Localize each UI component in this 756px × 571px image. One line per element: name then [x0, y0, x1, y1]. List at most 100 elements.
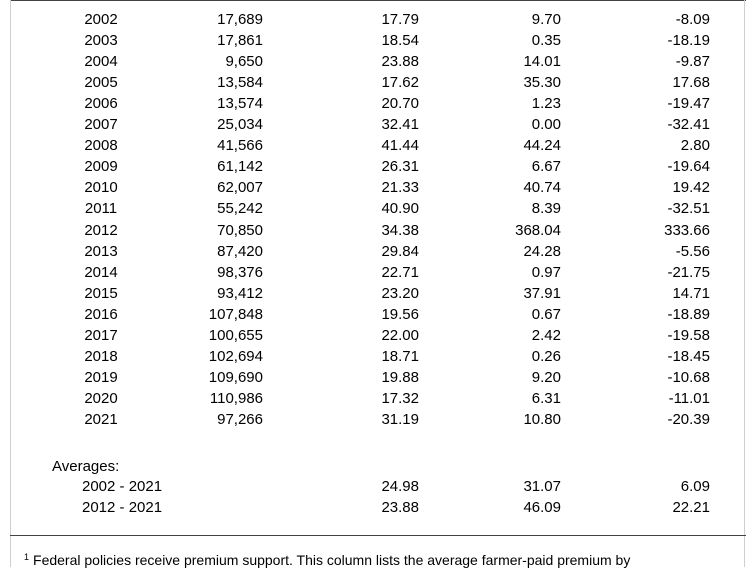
value-cell: 22.00: [381, 326, 419, 344]
value-cell: 368.04: [515, 221, 561, 239]
value-cell: -9.87: [675, 53, 710, 71]
value-cell: -19.47: [667, 95, 710, 113]
value-cell: 40.74: [523, 179, 561, 197]
table-row: 2003 17,861 18.54 0.35 -18.19: [0, 30, 756, 51]
value-cell: 21.33: [381, 179, 419, 197]
year-cell: 2003: [84, 32, 118, 50]
table-row: 2017 100,655 22.00 2.42 -19.58: [0, 325, 756, 346]
year-cell: 2008: [84, 137, 118, 155]
averages-row: 2012 - 2021 23.88 46.09 22.21: [0, 497, 756, 518]
value-cell: 93,412: [217, 284, 263, 302]
value-cell: -19.58: [667, 326, 710, 344]
value-cell: 19.42: [672, 179, 710, 197]
value-cell: 26.31: [381, 158, 419, 176]
value-cell: 17.79: [381, 11, 419, 28]
value-cell: 9.70: [531, 11, 561, 28]
value-cell: 17.32: [381, 389, 419, 407]
year-cell: 2004: [84, 53, 118, 71]
table-row: 2010 62,007 21.33 40.74 19.42: [0, 177, 756, 198]
value-cell: 19.56: [381, 305, 419, 323]
value-cell: 0.35: [531, 32, 561, 50]
year-cell: 2015: [84, 284, 118, 302]
value-cell: 17.68: [672, 74, 710, 92]
value-cell: -20.39: [667, 410, 710, 428]
value-cell: 107,848: [208, 305, 263, 323]
value-cell: 2.80: [680, 137, 710, 155]
value-cell: 19.88: [381, 368, 419, 386]
year-cell: 2007: [84, 116, 118, 134]
value-cell: 31.07: [523, 478, 561, 495]
period-label: 2012 - 2021: [82, 499, 163, 517]
value-cell: 9.20: [531, 368, 561, 386]
right-border: [744, 0, 745, 567]
table-row: 2016 107,848 19.56 0.67 -18.89: [0, 304, 756, 325]
value-cell: -18.19: [667, 32, 710, 50]
value-cell: -11.01: [668, 389, 710, 407]
value-cell: 18.54: [381, 32, 419, 50]
value-cell: 35.30: [523, 74, 561, 92]
value-cell: -32.41: [667, 116, 710, 134]
value-cell: 17,689: [217, 11, 263, 28]
value-cell: 6.67: [531, 158, 561, 176]
value-cell: 44.24: [523, 137, 561, 155]
value-cell: 102,694: [208, 347, 263, 365]
year-cell: 2012: [84, 221, 118, 239]
value-cell: -21.75: [667, 263, 710, 281]
table-row: 2015 93,412 23.20 37.91 14.71: [0, 283, 756, 304]
value-cell: 100,655: [208, 326, 263, 344]
table-row: 2021 97,266 31.19 10.80 -20.39: [0, 409, 756, 430]
table-row: 2014 98,376 22.71 0.97 -21.75: [0, 262, 756, 283]
value-cell: 18.71: [381, 347, 419, 365]
value-cell: 17.62: [381, 74, 419, 92]
table-row: 2008 41,566 41.44 44.24 2.80: [0, 135, 756, 156]
value-cell: 24.28: [523, 242, 561, 260]
year-cell: 2016: [84, 305, 118, 323]
averages-row: 2002 - 2021 24.98 31.07 6.09: [0, 476, 756, 497]
value-cell: 1.23: [531, 95, 561, 113]
value-cell: 14.01: [523, 53, 561, 71]
table-row: 2011 55,242 40.90 8.39 -32.51: [0, 198, 756, 219]
value-cell: 110,986: [209, 389, 263, 407]
value-cell: 37.91: [523, 284, 561, 302]
value-cell: 2.42: [531, 326, 561, 344]
value-cell: 25,034: [217, 116, 263, 134]
value-cell: 24.98: [381, 478, 419, 495]
bottom-rule: [10, 535, 746, 536]
value-cell: 41.44: [381, 137, 419, 155]
value-cell: 0.67: [531, 305, 561, 323]
value-cell: 29.84: [381, 242, 419, 260]
value-cell: 97,266: [217, 410, 263, 428]
value-cell: 61,142: [217, 158, 263, 176]
value-cell: 55,242: [217, 200, 263, 218]
value-cell: 9,650: [225, 53, 263, 71]
value-cell: 6.31: [531, 389, 561, 407]
table-row: 2018 102,694 18.71 0.26 -18.45: [0, 346, 756, 367]
year-cell: 2002: [84, 11, 118, 28]
year-cell: 2011: [84, 200, 118, 218]
value-cell: 41,566: [217, 137, 263, 155]
year-cell: 2013: [84, 242, 118, 260]
year-cell: 2009: [84, 158, 118, 176]
value-cell: -5.56: [675, 242, 710, 260]
value-cell: 13,584: [217, 74, 263, 92]
value-cell: 87,420: [217, 242, 263, 260]
table-row: 2004 9,650 23.88 14.01 -9.87: [0, 51, 756, 72]
value-cell: 6.09: [680, 478, 710, 495]
value-cell: 70,850: [217, 221, 263, 239]
value-cell: 98,376: [217, 263, 263, 281]
year-cell: 2010: [84, 179, 118, 197]
period-label: 2002 - 2021: [82, 478, 163, 495]
year-cell: 2014: [84, 263, 118, 281]
value-cell: -10.68: [667, 368, 710, 386]
value-cell: 0.97: [531, 263, 561, 281]
value-cell: -18.45: [667, 347, 710, 365]
table-row: 2013 87,420 29.84 24.28 -5.56: [0, 241, 756, 262]
value-cell: 333.66: [664, 221, 710, 239]
value-cell: 31.19: [381, 410, 419, 428]
value-cell: 0.26: [531, 347, 561, 365]
value-cell: 0.00: [531, 116, 561, 134]
value-cell: -8.09: [675, 11, 710, 28]
top-rule: [10, 0, 746, 1]
left-border: [10, 0, 11, 567]
footnote-marker: 1: [24, 552, 30, 562]
